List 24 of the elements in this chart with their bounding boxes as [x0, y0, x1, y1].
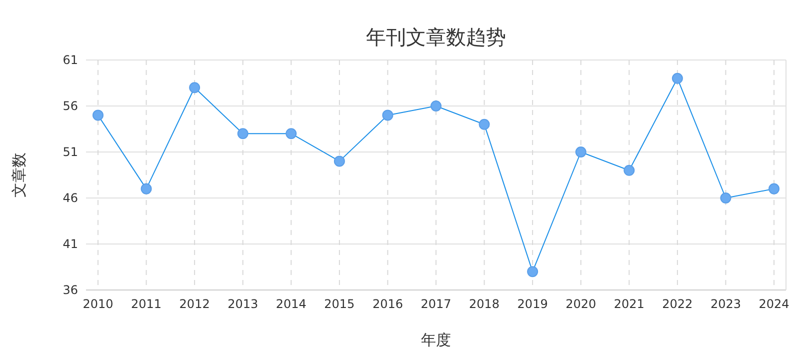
x-tick-label: 2023 — [710, 297, 741, 311]
y-tick-label: 51 — [62, 145, 78, 159]
x-tick-label: 2017 — [420, 297, 452, 311]
y-tick-label: 56 — [62, 99, 78, 113]
x-tick-label: 2021 — [614, 297, 644, 311]
x-tick-label: 2015 — [324, 297, 355, 311]
x-tick-label: 2022 — [662, 297, 693, 311]
y-tick-label: 46 — [62, 191, 78, 205]
x-tick-label: 2019 — [517, 297, 548, 311]
x-tick-label: 2014 — [276, 297, 306, 311]
y-tick-label: 61 — [62, 53, 78, 67]
y-axis-title: 文章数 — [10, 152, 28, 198]
x-tick-label: 2011 — [131, 297, 162, 311]
y-tick-label: 36 — [62, 283, 78, 297]
x-tick-label: 2020 — [566, 297, 596, 311]
x-tick-label: 2010 — [82, 297, 114, 311]
x-axis-title: 年度 — [421, 331, 451, 349]
x-tick-label: 2013 — [228, 297, 258, 311]
x-tick-label: 2024 — [758, 297, 790, 311]
y-tick-label: 41 — [62, 237, 78, 251]
x-tick-label: 2012 — [179, 297, 210, 311]
x-tick-label: 2018 — [469, 297, 500, 311]
chart-title: 年刊文章数趋势 — [366, 25, 506, 49]
x-tick-label: 2016 — [372, 297, 403, 311]
